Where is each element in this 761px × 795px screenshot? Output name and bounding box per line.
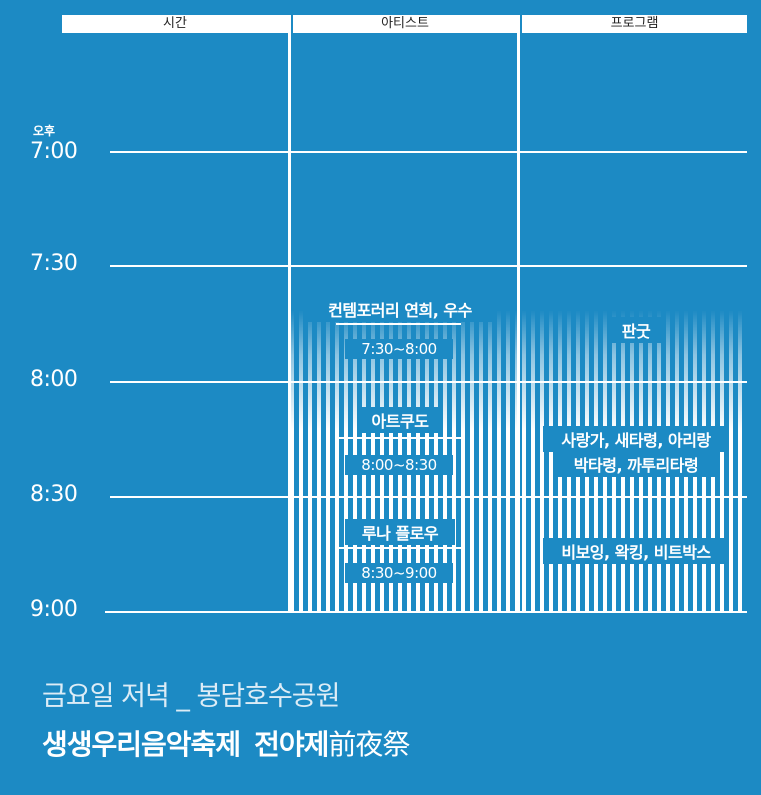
timeline-9-00: [105, 611, 747, 613]
artist-time: 8:00~8:30: [345, 455, 453, 475]
program-name: 비보잉, 왁킹, 비트박스: [543, 538, 729, 564]
time-label: 7:30: [30, 251, 78, 276]
artist-name: 루나 플로우: [345, 519, 455, 545]
header-artist: 아티스트: [293, 15, 517, 33]
festival-name: 생생우리음악축제: [42, 728, 241, 761]
timeline-7-30: [110, 265, 747, 267]
artist-underline: [336, 437, 461, 439]
time-label: 7:00: [30, 139, 78, 164]
artist-time: 7:30~8:00: [345, 339, 453, 359]
timeline-7-00: [110, 151, 747, 153]
artist-underline: [336, 547, 461, 549]
time-label: 8:30: [30, 482, 78, 507]
header-program: 프로그램: [522, 15, 747, 33]
header-time: 시간: [62, 15, 288, 33]
event-subtitle: 금요일 저녁 _ 봉담호수공원: [42, 681, 340, 712]
artist-name: 아트쿠도: [358, 407, 442, 433]
ampm-label: 오후: [33, 124, 56, 138]
timeline-8-00: [110, 381, 747, 383]
timeline-8-30: [110, 496, 747, 498]
event-title: 생생우리음악축제 전야제前夜祭: [42, 723, 410, 763]
program-name-line2: 박타령, 까투리타령: [555, 451, 717, 477]
eve-label: 전야제: [254, 728, 329, 761]
artist-name: 컨템포러리 연희, 우수: [306, 296, 494, 322]
column-divider-program: [517, 15, 520, 612]
eve-hanja: 前夜祭: [328, 728, 410, 761]
program-name: 판굿: [608, 317, 664, 343]
time-label: 8:00: [30, 367, 78, 392]
column-divider-artist: [288, 15, 291, 612]
program-name: 사랑가, 새타령, 아리랑: [543, 426, 729, 452]
artist-time: 8:30~9:00: [345, 563, 453, 583]
time-label: 9:00: [30, 597, 78, 622]
artist-underline: [336, 323, 461, 325]
